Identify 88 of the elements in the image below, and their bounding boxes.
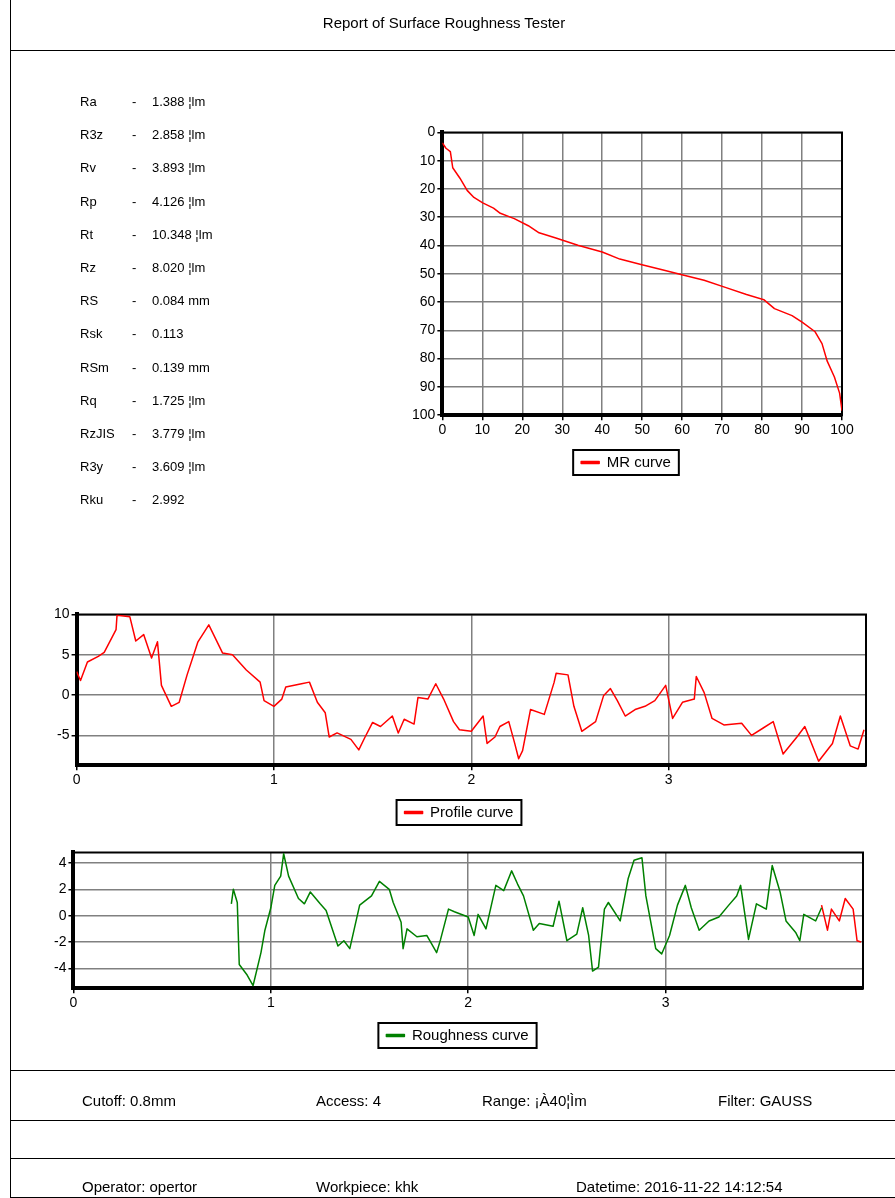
text: Rsk (80, 326, 103, 342)
x-tick-label: 0 (72, 771, 81, 788)
y-tick-label: 2 (58, 880, 67, 897)
text: Rp (80, 193, 97, 209)
text: Workpiece: khk (316, 1178, 419, 1195)
text: Range: ¡À40¦Ìm (482, 1092, 587, 1109)
x-tick-label: 2 (467, 771, 476, 788)
text: R3y (80, 459, 104, 475)
text: RzJIS (80, 425, 115, 441)
y-tick-label: -5 (57, 726, 70, 743)
text: 1.725 ¦lm (152, 392, 206, 408)
text: Operator: opertor (82, 1178, 198, 1195)
text: - (132, 94, 137, 109)
text: - (132, 193, 137, 209)
y-tick-label: 70 (419, 321, 436, 338)
text: 0.113 (152, 326, 184, 342)
y-tick-label: 10 (419, 151, 436, 168)
x-tick-label: 1 (266, 994, 275, 1011)
legend-label: Profile curve (430, 802, 514, 820)
text: 0.139 mm (152, 359, 210, 375)
text: - (132, 425, 137, 441)
text: Datetime: 2016-11-22 14:12:54 (576, 1178, 783, 1195)
text: R3z (80, 127, 104, 143)
y-tick-label: 100 (412, 406, 436, 423)
x-tick-label: 60 (674, 421, 691, 438)
text: RSm (80, 359, 109, 375)
x-tick-label: 90 (794, 421, 811, 438)
y-tick-label: 0 (58, 906, 67, 923)
text: RS (80, 293, 99, 309)
text: - (132, 160, 137, 176)
text: Rz (80, 259, 96, 275)
text: - (132, 359, 137, 375)
x-tick-label: 0 (438, 421, 447, 438)
text: 4.126 ¦lm (152, 193, 206, 209)
text: - (132, 492, 137, 508)
x-tick-label: 20 (514, 421, 531, 438)
y-tick-label: 5 (61, 645, 70, 662)
y-tick-label: 40 (419, 236, 436, 253)
x-tick-label: 100 (830, 421, 854, 438)
y-tick-label: 30 (419, 208, 436, 225)
y-tick-label: 20 (419, 179, 436, 196)
text: Rq (80, 392, 97, 408)
text: - (132, 326, 137, 342)
text: 3.609 ¦lm (152, 459, 206, 475)
text: - (132, 459, 137, 475)
text: Rku (80, 492, 104, 508)
text: - (132, 259, 137, 275)
x-tick-label: 2 (464, 994, 473, 1011)
y-tick-label: 90 (419, 377, 436, 394)
text: 1.388 ¦lm (152, 94, 206, 109)
x-tick-label: 50 (634, 421, 651, 438)
text: Filter: GAUSS (718, 1092, 813, 1109)
text: - (132, 226, 137, 242)
text: 8.020 ¦lm (152, 259, 206, 275)
x-tick-label: 70 (714, 421, 731, 438)
y-tick-label: 80 (419, 349, 436, 366)
text: - (132, 392, 137, 408)
x-tick-label: 1 (270, 771, 279, 788)
x-tick-label: 40 (594, 421, 611, 438)
text: Ra (80, 94, 97, 109)
y-tick-label: -2 (54, 932, 67, 949)
text: 2.992 (152, 492, 185, 508)
text: 10.348 ¦lm (152, 226, 213, 242)
x-tick-label: 3 (661, 994, 670, 1011)
x-tick-label: 80 (754, 421, 771, 438)
text: - (132, 293, 137, 309)
text: Access: 4 (316, 1092, 382, 1109)
text: 0.084 mm (152, 293, 210, 309)
y-tick-label: 60 (419, 292, 436, 309)
legend-label: Roughness curve (411, 1025, 529, 1043)
text: Report of Surface Roughness Tester (321, 14, 567, 31)
text: - (132, 127, 137, 143)
y-tick-label: 4 (58, 853, 67, 870)
y-tick-label: 50 (419, 264, 436, 281)
text: Rt (80, 226, 93, 242)
x-tick-label: 30 (554, 421, 571, 438)
y-tick-label: -4 (54, 959, 67, 976)
legend-label: MR curve (606, 452, 671, 470)
text: 3.779 ¦lm (152, 425, 206, 441)
text: 3.893 ¦lm (152, 160, 206, 176)
text: 2.858 ¦lm (152, 127, 206, 143)
y-tick-label: 10 (53, 605, 70, 622)
y-tick-label: 0 (427, 123, 436, 140)
x-tick-label: 10 (474, 421, 491, 438)
x-tick-label: 3 (664, 771, 673, 788)
text: Rv (80, 160, 96, 176)
text: Cutoff: 0.8mm (82, 1092, 176, 1109)
y-tick-label: 0 (61, 685, 70, 702)
